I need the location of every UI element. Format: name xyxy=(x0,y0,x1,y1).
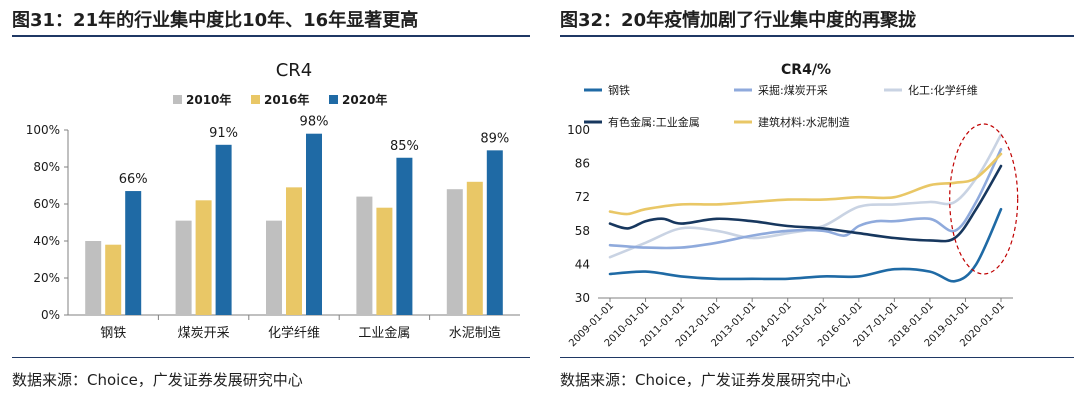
data-label: 85% xyxy=(390,139,419,154)
x-tick-label: 水泥制造 xyxy=(449,326,501,341)
y-tick-label: 80% xyxy=(33,160,60,174)
figure-32: 图32：20年疫情加剧了行业集中度的再聚拢 CR4/% 钢铁 采掘:煤炭开采 化工:化… xyxy=(548,0,1080,402)
title-rule xyxy=(560,35,1074,37)
series-line xyxy=(608,133,1003,259)
x-tick-label: 化学纤维 xyxy=(268,325,320,341)
bar xyxy=(306,133,322,315)
bar xyxy=(195,200,212,315)
legend-label: 建筑材料:水泥制造 xyxy=(758,115,850,129)
data-label: 91% xyxy=(209,126,238,141)
data-label: 89% xyxy=(480,131,509,146)
x-tick-label: 煤炭开采 xyxy=(178,326,230,341)
y-tick-label: 100% xyxy=(26,123,60,137)
bar xyxy=(175,220,192,315)
data-label: 66% xyxy=(119,172,148,187)
bar xyxy=(105,244,122,315)
y-tick-label: 60% xyxy=(33,197,60,211)
y-tick-label: 86 xyxy=(575,157,590,171)
legend-swatch xyxy=(329,95,338,104)
bar-chart: CR4 2010年 2016年 2020年 0% 20% 40% 60% 80% 100% 66% 钢… xyxy=(26,60,520,341)
chart-title: CR4/% xyxy=(781,62,831,78)
figure-source: 数据来源：Choice，广发证券发展研究中心 xyxy=(560,371,851,389)
figure-31: 图31：21年的行业集中度比10年、16年显著更高 CR4 2010年 2016年 2… xyxy=(0,0,536,402)
legend-label: 2010年 xyxy=(186,92,231,107)
bar xyxy=(215,144,232,315)
figure-title: 图32：20年疫情加剧了行业集中度的再聚拢 xyxy=(560,10,917,31)
bar xyxy=(85,241,102,315)
legend-label: 化工:化学纤维 xyxy=(908,83,978,97)
source-rule xyxy=(12,357,530,358)
series-line xyxy=(608,152,1003,216)
legend-swatch xyxy=(251,95,260,104)
y-tick-label: 72 xyxy=(575,190,590,204)
bar xyxy=(376,207,393,315)
series-line xyxy=(608,164,1003,243)
x-tick-label: 工业金属 xyxy=(358,325,410,341)
bar xyxy=(125,191,142,315)
legend-swatch xyxy=(173,95,182,104)
x-tick-label: 钢铁 xyxy=(100,326,126,341)
legend-label: 有色金属:工业金属 xyxy=(608,115,700,129)
figure-source: 数据来源：Choice，广发证券发展研究中心 xyxy=(12,371,303,389)
chart-title: CR4 xyxy=(276,60,313,81)
y-tick-label: 44 xyxy=(575,257,590,271)
bar xyxy=(466,181,483,315)
bar xyxy=(266,220,282,315)
y-tick-label: 40% xyxy=(33,234,60,248)
legend-label: 2016年 xyxy=(264,92,309,107)
series-line xyxy=(608,147,1003,250)
series-line xyxy=(608,207,1003,283)
bar xyxy=(446,189,463,315)
bar xyxy=(486,150,503,315)
y-tick-label: 58 xyxy=(575,224,590,238)
legend-label: 2020年 xyxy=(342,92,387,107)
y-tick-label: 30 xyxy=(575,291,590,305)
bar xyxy=(396,157,413,315)
data-label: 98% xyxy=(300,115,329,130)
source-rule xyxy=(560,357,1074,358)
legend-label: 采掘:煤炭开采 xyxy=(758,83,828,97)
highlight-ellipse xyxy=(949,123,1019,275)
y-tick-label: 0% xyxy=(41,308,60,322)
legend-label: 钢铁 xyxy=(608,84,630,97)
bar xyxy=(286,187,302,315)
y-tick-label: 100 xyxy=(567,123,590,137)
title-rule xyxy=(12,35,530,37)
bar xyxy=(356,196,373,315)
y-tick-label: 20% xyxy=(33,271,60,285)
figure-title: 图31：21年的行业集中度比10年、16年显著更高 xyxy=(12,10,419,31)
